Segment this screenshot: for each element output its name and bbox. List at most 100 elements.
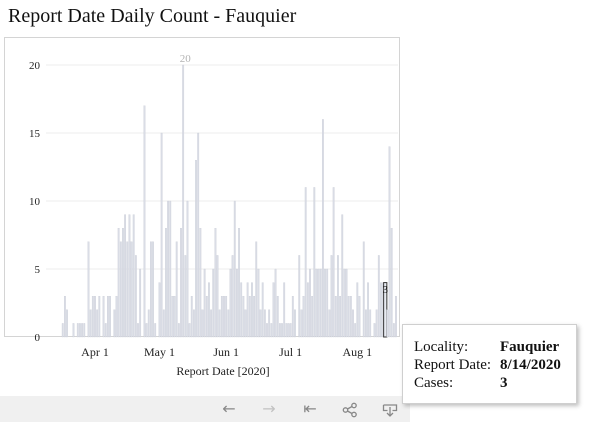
peak-data-label: 20 [180, 53, 192, 65]
bar [98, 296, 101, 338]
bar [343, 268, 346, 338]
bar [291, 296, 294, 338]
bar [139, 268, 142, 338]
left-arrow-icon: ← [222, 399, 236, 418]
bar [326, 268, 329, 338]
bar [390, 228, 393, 338]
bar [186, 200, 189, 338]
share-icon [342, 402, 357, 417]
viz-toolbar: ← → ⇤ [0, 396, 410, 422]
bar [201, 309, 204, 338]
bar [208, 282, 210, 338]
bar [294, 309, 296, 338]
bar [240, 282, 243, 338]
bar [214, 228, 217, 338]
bar [330, 255, 333, 338]
y-tick-label: 10 [29, 196, 41, 208]
y-tick-label: 5 [35, 264, 41, 276]
bar [173, 296, 176, 338]
bar [242, 296, 245, 338]
bar [337, 255, 339, 338]
bar [233, 200, 236, 338]
bar [386, 309, 389, 338]
bar [319, 268, 322, 338]
right-arrow-icon: → [262, 399, 276, 418]
bar [130, 241, 133, 338]
bar [64, 296, 66, 338]
highlight-data-label: 3 [383, 284, 389, 296]
daily-count-bar-chart[interactable]: 0 5 10 15 20 20 3 Apr 1 May 1 Jun 1 Jul 1 Aug 1 Repo… [0, 0, 410, 392]
bar [369, 309, 372, 338]
bar [152, 241, 154, 338]
bar [223, 296, 225, 338]
undo-button[interactable]: ← [215, 396, 243, 422]
bar [300, 309, 303, 338]
bar [180, 228, 182, 338]
bar [309, 268, 311, 338]
bar [171, 296, 174, 338]
bar [274, 268, 277, 338]
bar [102, 296, 105, 338]
bar [380, 282, 382, 338]
bar [94, 296, 96, 338]
bar [392, 323, 395, 338]
y-tick-label: 15 [29, 128, 41, 140]
download-button[interactable] [376, 396, 404, 422]
bar [324, 268, 326, 338]
tooltip-locality-label: Locality: [414, 339, 469, 355]
x-tick-label: Apr 1 [81, 345, 109, 359]
bar [321, 119, 324, 338]
bar [117, 228, 120, 338]
bar [115, 296, 118, 338]
bar [259, 309, 262, 338]
bar [358, 296, 361, 338]
x-axis-title: Report Date [2020] [176, 364, 269, 378]
bar [227, 309, 230, 338]
bar [109, 296, 111, 338]
bar [218, 309, 221, 338]
tooltip-date-value: 8/14/2020 [500, 357, 561, 373]
bar [289, 323, 292, 338]
bar [145, 323, 148, 338]
bar [352, 309, 354, 338]
bar [251, 282, 253, 338]
bar [188, 323, 191, 338]
bar [231, 255, 234, 338]
bar [229, 268, 232, 338]
bar [182, 64, 185, 338]
bar [281, 323, 283, 338]
bar [76, 323, 79, 338]
bar [128, 214, 131, 338]
bar [169, 200, 172, 338]
bar [257, 268, 260, 338]
bar [347, 296, 350, 338]
bar [341, 214, 344, 338]
redo-button[interactable]: → [255, 396, 283, 422]
x-tick-label: May 1 [144, 345, 175, 359]
bar [238, 228, 240, 338]
bar [315, 268, 318, 338]
share-button[interactable] [336, 396, 364, 422]
bar [255, 241, 258, 338]
revert-to-start-icon: ⇤ [303, 399, 317, 418]
bar [278, 323, 281, 338]
bar [253, 296, 256, 338]
x-tick-label: Jun 1 [213, 345, 239, 359]
bar [87, 241, 90, 338]
download-icon [382, 403, 398, 417]
bar [263, 309, 266, 338]
bar [197, 132, 200, 338]
bar [339, 296, 342, 338]
bar [91, 296, 94, 338]
x-tick-label: Jul 1 [279, 345, 302, 359]
bar [79, 323, 81, 338]
bar [96, 309, 99, 338]
bar [216, 255, 219, 338]
bar [162, 309, 165, 338]
tooltip-cases-label: Cases: [414, 375, 454, 391]
bar [283, 282, 286, 338]
bar [375, 309, 378, 338]
revert-button[interactable]: ⇤ [296, 396, 324, 422]
bar [124, 214, 126, 338]
tooltip: Locality: Fauquier Report Date: 8/14/2020 … [402, 324, 577, 404]
